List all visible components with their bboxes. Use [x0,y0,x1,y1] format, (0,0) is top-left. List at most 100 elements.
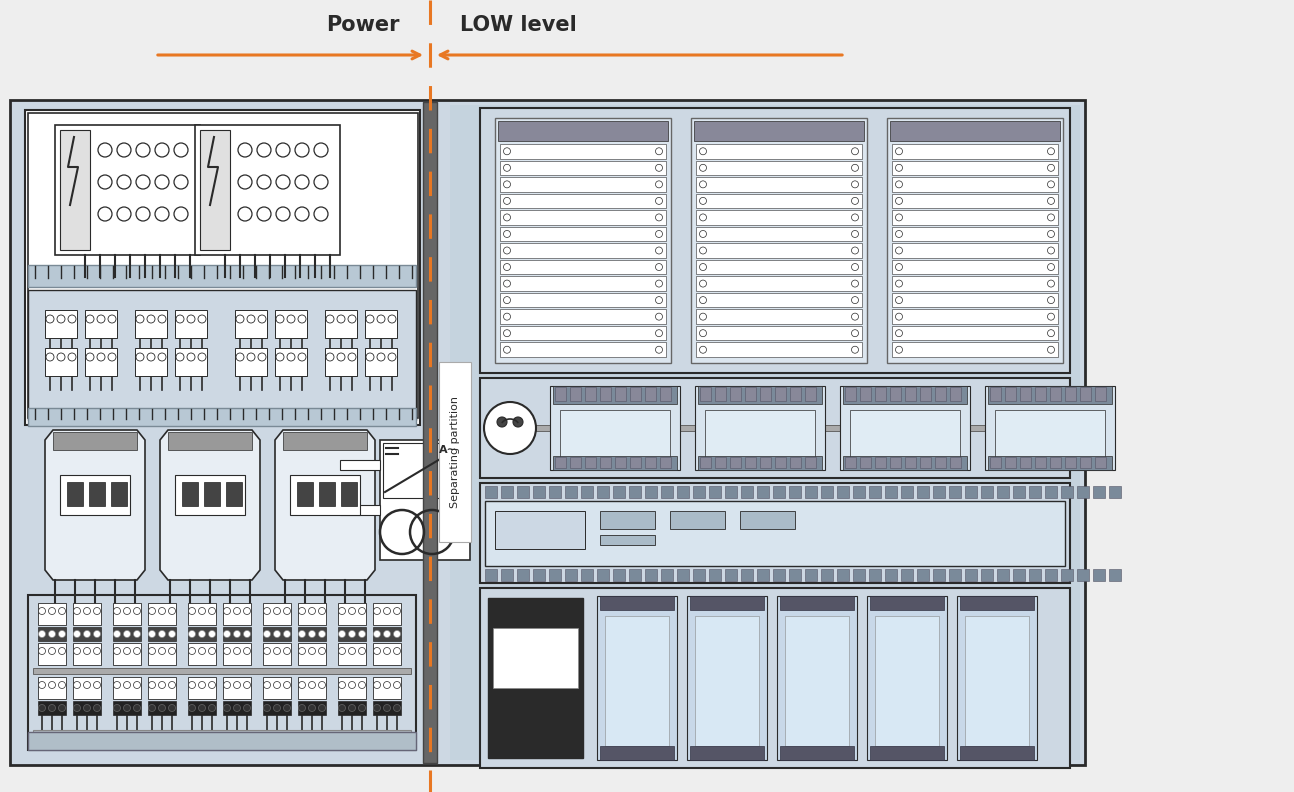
Circle shape [656,346,663,353]
Circle shape [1048,346,1055,353]
Bar [28,408,415,426]
Circle shape [198,648,206,654]
Circle shape [114,630,120,638]
Circle shape [895,164,902,171]
Circle shape [895,197,902,204]
Bar [1005,457,1016,468]
Bar [60,475,129,515]
Circle shape [308,607,316,615]
Circle shape [383,630,391,638]
Bar [696,144,862,158]
Bar [892,193,1058,208]
Bar [694,121,864,141]
Circle shape [123,648,131,654]
Circle shape [308,648,316,654]
Bar [936,457,946,468]
Circle shape [93,630,101,638]
Circle shape [85,353,94,361]
Bar [38,603,66,625]
Circle shape [700,181,707,188]
Circle shape [308,630,316,638]
Circle shape [895,148,902,154]
Bar [1013,569,1025,581]
Bar [805,387,817,401]
Bar [499,193,666,208]
Bar [496,511,585,549]
Bar [175,348,207,376]
Bar [1061,486,1073,498]
Circle shape [700,280,707,287]
Bar [263,603,291,625]
Circle shape [149,630,155,638]
Bar [85,348,116,376]
Circle shape [158,681,166,688]
Circle shape [377,315,386,323]
Bar [867,596,947,760]
Bar [175,310,207,338]
Bar [989,456,1112,470]
Circle shape [503,313,511,320]
Bar [195,125,340,255]
Bar [1046,569,1057,581]
Bar [1029,569,1040,581]
Circle shape [238,143,252,157]
Circle shape [656,280,663,287]
Bar [148,643,176,665]
Bar [113,643,141,665]
Bar [780,746,854,760]
Circle shape [149,705,155,711]
Bar [263,627,291,641]
Circle shape [98,143,113,157]
Circle shape [238,175,252,189]
Bar [1005,387,1016,401]
Circle shape [158,648,166,654]
Bar [960,596,1034,610]
Circle shape [123,681,131,688]
Bar [789,569,801,581]
Bar [791,457,801,468]
Bar [901,569,914,581]
Bar [885,569,897,581]
Circle shape [348,315,356,323]
Bar [875,616,939,746]
Bar [870,486,881,498]
Circle shape [336,353,345,361]
Circle shape [326,353,334,361]
Bar [725,569,738,581]
Bar [204,482,220,506]
Bar [175,475,245,515]
Circle shape [700,214,707,221]
Circle shape [189,607,195,615]
Bar [34,730,411,742]
Circle shape [851,313,858,320]
Circle shape [57,353,65,361]
Circle shape [176,353,184,361]
Bar [555,457,565,468]
Bar [965,486,977,498]
Circle shape [318,630,326,638]
Bar [1065,387,1077,401]
Circle shape [283,681,290,688]
Bar [298,701,326,715]
Bar [760,457,771,468]
Bar [188,643,216,665]
Circle shape [273,648,281,654]
Bar [805,486,817,498]
Bar [380,440,470,560]
Bar [837,486,849,498]
Bar [696,210,862,225]
Circle shape [299,705,305,711]
Circle shape [39,630,45,638]
Circle shape [47,353,54,361]
Bar [615,457,626,468]
Circle shape [39,607,45,615]
Bar [875,457,886,468]
Bar [697,456,822,470]
Bar [501,486,512,498]
Circle shape [393,681,401,688]
Circle shape [374,705,380,711]
Circle shape [383,607,391,615]
Circle shape [895,247,902,254]
Circle shape [243,630,251,638]
Bar [885,486,897,498]
